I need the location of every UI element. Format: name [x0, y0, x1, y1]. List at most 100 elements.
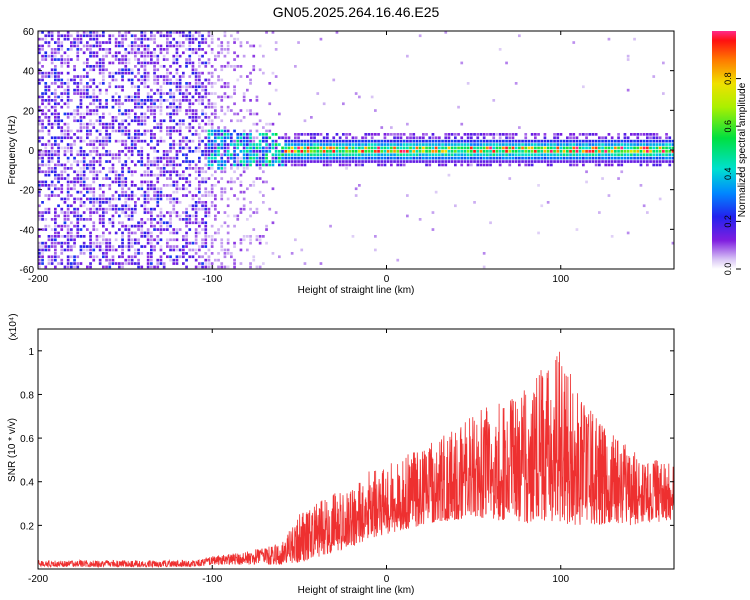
spectrogram-cell	[210, 143, 214, 146]
spectrogram-cell	[546, 146, 550, 150]
spectrogram-cell	[207, 139, 211, 143]
spectrogram-cell	[172, 228, 176, 231]
spectrogram-cell	[124, 133, 128, 136]
spectrogram-cell	[70, 58, 73, 61]
spectrogram-cell	[671, 153, 674, 157]
spectrogram-cell	[210, 34, 214, 38]
spectrogram-cell	[239, 156, 243, 160]
spectrogram-cell	[434, 146, 438, 150]
spectrogram-cell	[156, 228, 160, 231]
spectrogram-cell	[274, 48, 278, 51]
spectrogram-cell	[130, 207, 134, 211]
spectrogram-cell	[470, 153, 473, 157]
spectrogram-cell	[86, 44, 89, 48]
spectrogram-cell	[159, 88, 163, 92]
spectrogram-cell	[153, 82, 156, 85]
spectrogram-cell	[175, 31, 179, 34]
spectrogram-cell	[98, 65, 102, 68]
spectrogram-cell	[204, 88, 208, 92]
spectrogram-cell	[335, 133, 339, 136]
spectrogram-cell	[124, 163, 128, 167]
spectrogram-cell	[220, 177, 224, 180]
spectrogram-cell	[210, 156, 214, 160]
spectrogram-cell	[47, 207, 51, 211]
spectrogram-cell	[201, 82, 204, 85]
spectrogram-cell	[66, 58, 70, 61]
spectrogram-cell	[204, 105, 208, 109]
spectrogram-cell	[172, 163, 176, 167]
spectrogram-cell	[150, 51, 153, 55]
spectrogram-cell	[89, 44, 92, 48]
spectrogram-cell	[66, 78, 70, 82]
spectrogram-cell	[204, 265, 208, 269]
spectrogram-cell	[175, 61, 179, 65]
spectrogram-cell	[76, 173, 80, 177]
spectrogram-cell	[66, 102, 70, 106]
spectrogram-cell	[204, 211, 208, 214]
spectrogram-cell	[559, 146, 563, 150]
spectrogram-cell	[201, 241, 204, 245]
spectrogram-cell	[156, 201, 160, 204]
spectrogram-cell	[495, 133, 499, 136]
spectrogram-cell	[105, 139, 108, 143]
spectrogram-cell	[127, 61, 131, 65]
spectrogram-cell	[150, 37, 153, 41]
spectrogram-cell	[210, 119, 214, 123]
spectrogram-cell	[290, 139, 294, 143]
spectrogram-cell	[626, 143, 630, 146]
spectrogram-cell	[233, 245, 236, 248]
spectrogram-cell	[130, 78, 134, 82]
spectrogram-cell	[412, 143, 416, 146]
spectrogram-cell	[204, 61, 208, 65]
spectrogram-cell	[38, 265, 41, 269]
spectrogram-cell	[454, 146, 457, 150]
spectrogram-cell	[66, 207, 70, 211]
colorbar-ticks: 0.00.20.40.60.8	[723, 72, 741, 275]
spectrogram-cell	[153, 146, 156, 150]
spectrogram-cell	[76, 109, 80, 112]
spectrogram-cell	[294, 238, 297, 242]
spectrogram-cell	[41, 255, 44, 259]
spectrogram-cell	[38, 82, 41, 85]
spectrogram-cell	[601, 153, 604, 157]
spectrogram-cell	[207, 116, 211, 119]
spectrogram-cell	[207, 235, 211, 238]
spectrogram-cell	[89, 143, 92, 146]
spectrogram-cell	[70, 129, 73, 133]
spectrogram-cell	[108, 122, 112, 126]
spectrogram-cell	[44, 41, 48, 44]
spectrogram-cell	[191, 61, 195, 65]
spectrogram-cell	[130, 211, 134, 214]
spectrogram-cell	[146, 241, 150, 245]
spectrogram-cell	[233, 139, 236, 143]
spectrogram-cell	[511, 143, 515, 146]
spectrogram-cell	[214, 177, 217, 180]
spectrogram-cell	[233, 68, 236, 72]
spectrogram-cell	[153, 228, 156, 231]
spectrogram-cell	[47, 102, 51, 106]
spectrogram-cell	[63, 211, 67, 214]
spectrogram-cell	[578, 156, 582, 160]
spectrogram-cell	[162, 184, 166, 187]
spectrogram-cell	[470, 156, 473, 160]
spectrogram-cell	[454, 139, 457, 143]
spectrogram-cell	[210, 160, 214, 163]
spectrogram-cell	[134, 136, 137, 140]
spectrogram-cell	[140, 146, 144, 150]
spectrogram-cell	[326, 160, 329, 163]
spectrogram-cell	[159, 156, 163, 160]
spectrogram-cell	[489, 143, 492, 146]
spectrogram-cell	[95, 95, 99, 99]
spectrogram-cell	[377, 156, 380, 160]
spectrogram-cell	[175, 173, 179, 177]
spectrogram-cell	[175, 82, 179, 85]
spectrogram-cell	[114, 156, 118, 160]
spectrogram-cell	[111, 245, 115, 248]
spectrogram-cell	[169, 177, 172, 180]
spectrogram-cell	[38, 48, 41, 51]
spectrogram-cell	[310, 153, 313, 157]
spectrogram-cell	[172, 248, 176, 252]
spectrogram-cell	[207, 214, 211, 218]
spectrogram-cell	[172, 119, 176, 123]
spectrogram-cell	[38, 248, 41, 252]
